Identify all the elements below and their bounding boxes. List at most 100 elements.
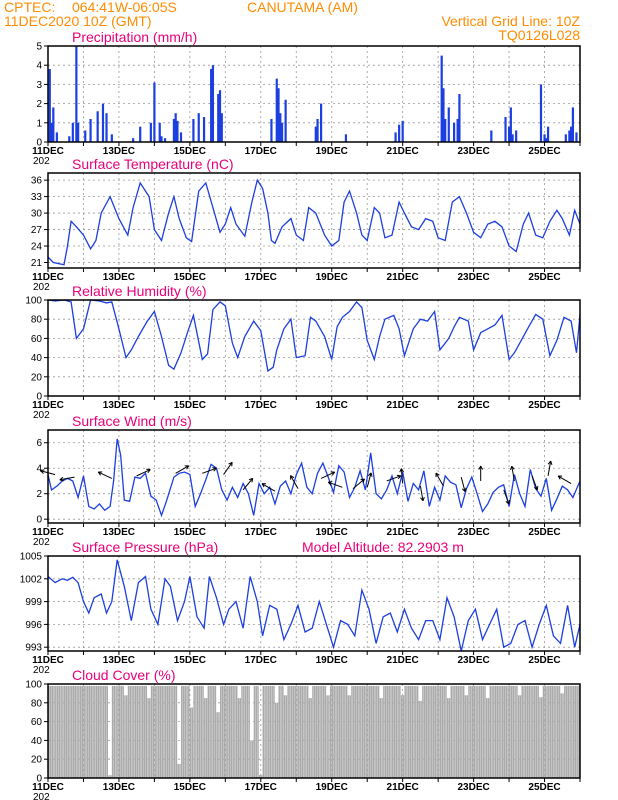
cloud-bar xyxy=(427,685,429,778)
cloud-bar xyxy=(157,685,160,778)
cloud-bar xyxy=(230,685,233,778)
precip-bar xyxy=(172,118,176,142)
precipitation-xtick-label: 17DEC xyxy=(245,146,277,157)
cloud-bar xyxy=(283,695,286,778)
cloud-cover-ytick-label: 0 xyxy=(36,774,42,785)
cloud-bar xyxy=(546,685,548,778)
cloud-bar xyxy=(353,685,355,778)
pressure-subtitle: Model Altitude: 82.2903 m xyxy=(302,539,464,555)
precipitation-year-label: 202 xyxy=(33,156,50,167)
cloud-bar xyxy=(58,685,61,778)
humidity-ytick-label: 100 xyxy=(25,296,42,307)
cloud-bar xyxy=(141,685,144,778)
wind-arrow xyxy=(352,478,365,489)
humidity-grid xyxy=(48,300,580,396)
cloud-bar xyxy=(471,685,474,778)
cloud-bar xyxy=(115,685,117,778)
cloud-bar xyxy=(250,740,252,778)
cloud-cover-title: Cloud Cover (%) xyxy=(72,667,175,683)
cloud-bar xyxy=(406,685,408,778)
cloud-bar xyxy=(243,685,245,778)
cloud-bar xyxy=(503,685,506,778)
pressure-xtick-label: 11DEC xyxy=(32,655,64,666)
cloud-bar xyxy=(400,695,403,778)
cloud-cover-year-label: 202 xyxy=(33,792,50,800)
wind-arrow xyxy=(136,468,151,477)
cloud-bar xyxy=(290,685,293,778)
cloud-bar xyxy=(356,685,359,778)
cloud-bar xyxy=(477,685,479,778)
cloud-bar xyxy=(60,685,62,778)
humidity-ytick-label: 40 xyxy=(31,353,43,364)
cloud-bar xyxy=(512,685,515,778)
precip-bar xyxy=(546,126,550,142)
cloud-bar xyxy=(345,685,348,778)
cloud-bar xyxy=(544,685,547,778)
cloud-bar xyxy=(441,685,444,778)
cloud-bar xyxy=(150,685,153,778)
cloud-cover-xtick-label: 17DEC xyxy=(245,782,277,793)
cloud-bar xyxy=(85,685,87,778)
cloud-bar xyxy=(535,685,538,778)
cloud-bar xyxy=(454,685,456,778)
wind-arrow xyxy=(419,485,425,502)
temperature-xtick-label: 21DEC xyxy=(387,272,419,283)
humidity-xtick-label: 23DEC xyxy=(457,400,489,411)
cloud-bar xyxy=(257,685,259,778)
pressure-ytick-label: 993 xyxy=(25,643,42,654)
precip-bar xyxy=(442,88,445,142)
precip-bar xyxy=(319,103,323,142)
pressure-frame xyxy=(47,555,581,652)
cloud-bar xyxy=(269,685,272,778)
cloud-cover-xtick-label: 21DEC xyxy=(387,782,419,793)
cloud-bar xyxy=(237,698,240,778)
cloud-bar xyxy=(152,685,155,778)
cloud-bar xyxy=(487,698,490,778)
temperature-xtick-label: 19DEC xyxy=(316,272,348,283)
cloud-bar xyxy=(434,685,437,778)
wind-year-label: 202 xyxy=(33,537,50,548)
cloud-bar xyxy=(572,685,575,778)
cloud-bar xyxy=(292,685,295,778)
cloud-bar xyxy=(163,685,165,778)
cloud-bar xyxy=(214,685,217,778)
precip-bar xyxy=(110,134,113,142)
cloud-bar xyxy=(177,763,179,778)
cloud-bar xyxy=(274,702,277,778)
precip-bar xyxy=(176,120,179,142)
cloud-bar xyxy=(526,685,529,778)
cloud-bar xyxy=(553,685,555,778)
cloud-bar xyxy=(63,685,66,778)
cloud-bar xyxy=(193,685,195,778)
cloud-bar xyxy=(432,685,435,778)
humidity-ytick-label: 80 xyxy=(31,315,43,326)
cloud-bar xyxy=(540,697,543,778)
cloud-bar xyxy=(542,685,545,778)
cloud-bar xyxy=(324,685,327,778)
temperature-xtick-label: 15DEC xyxy=(174,272,206,283)
humidity-xtick-label: 19DEC xyxy=(316,400,348,411)
humidity-line xyxy=(47,299,581,373)
cloud-bar xyxy=(287,685,289,778)
cloud-bar xyxy=(578,685,580,778)
cloud-bar xyxy=(395,685,398,778)
cloud-bar xyxy=(248,685,250,778)
wind-arrow xyxy=(557,475,572,484)
cloud-bar xyxy=(106,685,108,778)
precip-bar xyxy=(575,132,578,142)
cloud-bar xyxy=(439,685,442,778)
cloud-bar xyxy=(407,685,410,778)
cloud-bar xyxy=(399,685,401,778)
cloud-bar xyxy=(51,685,54,778)
cloud-bar xyxy=(533,685,536,778)
cloud-bar xyxy=(498,685,500,778)
cloud-cover-ytick-label: 100 xyxy=(25,680,42,691)
cloud-bar xyxy=(140,685,142,778)
cloud-bar xyxy=(365,685,367,778)
pressure-ytick-label: 1005 xyxy=(20,552,43,563)
cloud-bar xyxy=(228,685,231,778)
wind-arrow xyxy=(478,465,484,481)
precip-bar xyxy=(149,122,152,142)
cloud-bar xyxy=(464,695,467,778)
cloud-bar xyxy=(285,695,288,778)
